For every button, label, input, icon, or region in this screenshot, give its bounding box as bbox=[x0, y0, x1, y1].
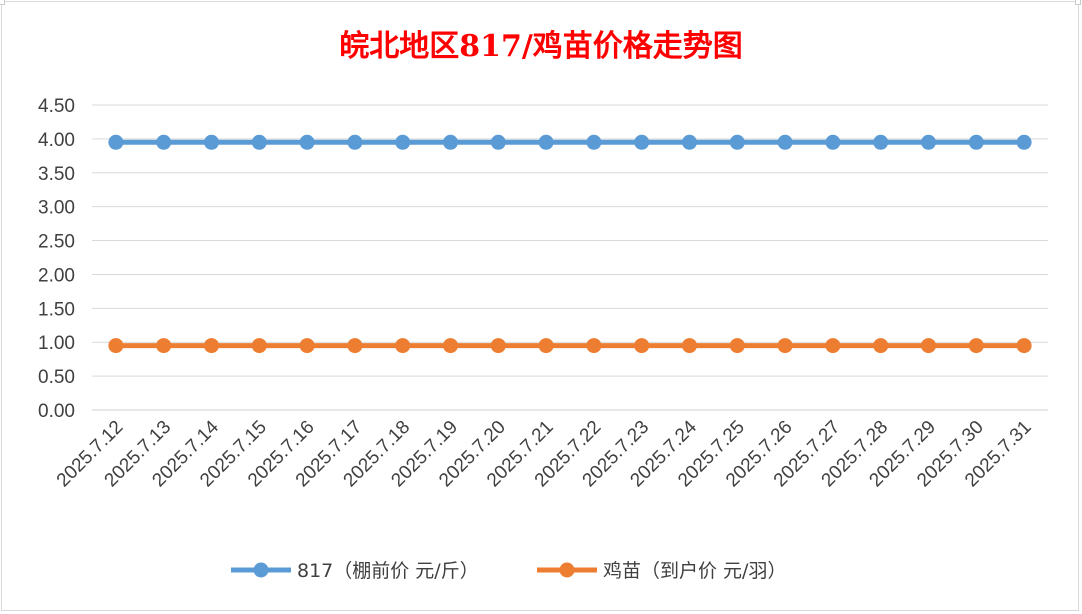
data-point bbox=[921, 134, 936, 150]
data-point bbox=[873, 338, 889, 354]
y-tick-label: 2.00 bbox=[38, 265, 75, 286]
data-point bbox=[443, 338, 458, 354]
data-point bbox=[299, 338, 315, 354]
data-point bbox=[968, 338, 984, 354]
data-point bbox=[395, 338, 411, 354]
series-2 bbox=[108, 338, 1032, 354]
y-tick-label: 2.50 bbox=[38, 232, 75, 253]
data-point bbox=[729, 134, 745, 150]
data-point bbox=[682, 338, 697, 354]
data-point bbox=[395, 134, 411, 150]
data-point bbox=[968, 134, 984, 150]
y-tick-label: 0.50 bbox=[38, 367, 75, 388]
legend-label: 鸡苗（到户价 元/羽） bbox=[603, 560, 786, 582]
data-point bbox=[729, 338, 745, 354]
data-point bbox=[156, 134, 172, 150]
data-point bbox=[490, 338, 506, 354]
data-point bbox=[873, 134, 889, 150]
data-point bbox=[777, 134, 793, 150]
data-point bbox=[825, 338, 841, 354]
data-point bbox=[108, 134, 124, 150]
data-point bbox=[156, 338, 172, 354]
data-point bbox=[634, 338, 650, 354]
data-point bbox=[538, 134, 554, 150]
data-point bbox=[108, 338, 124, 354]
data-point bbox=[1016, 134, 1032, 150]
legend-swatch-marker bbox=[253, 562, 269, 578]
data-point bbox=[204, 338, 219, 354]
legend-item-2: 鸡苗（到户价 元/羽） bbox=[537, 560, 786, 582]
x-axis-ticks: 2025.7.122025.7.132025.7.142025.7.152025… bbox=[53, 416, 1036, 491]
series-layer bbox=[108, 134, 1032, 354]
legend: 817（棚前价 元/斤） 鸡苗（到户价 元/羽） bbox=[231, 560, 786, 582]
data-point bbox=[825, 134, 841, 150]
data-point bbox=[586, 134, 602, 150]
resize-handle-top-right[interactable] bbox=[1075, 0, 1081, 5]
data-point bbox=[586, 338, 602, 354]
data-point bbox=[777, 338, 793, 354]
y-tick-label: 1.50 bbox=[38, 299, 75, 320]
data-point bbox=[538, 338, 554, 354]
y-tick-label: 4.00 bbox=[38, 130, 75, 151]
y-tick-label: 0.00 bbox=[38, 401, 75, 422]
y-axis-ticks: 0.00 0.50 1.00 1.50 2.00 2.50 3.00 3.50 4.00 4.50 bbox=[38, 96, 75, 422]
data-point bbox=[251, 338, 267, 354]
data-point bbox=[1016, 338, 1032, 354]
data-point bbox=[251, 134, 267, 150]
gridlines bbox=[92, 104, 1048, 411]
data-point bbox=[682, 134, 697, 150]
legend-item-1: 817（棚前价 元/斤） bbox=[231, 560, 479, 582]
y-tick-label: 4.50 bbox=[38, 96, 75, 117]
data-point bbox=[299, 134, 315, 150]
y-tick-label: 3.00 bbox=[38, 198, 75, 219]
data-point bbox=[204, 134, 219, 150]
legend-label: 817（棚前价 元/斤） bbox=[297, 560, 479, 582]
data-point bbox=[443, 134, 458, 150]
legend-swatch-marker bbox=[559, 562, 575, 578]
data-point bbox=[347, 338, 363, 354]
chart-title: 皖北地区817/鸡苗价格走势图 bbox=[339, 29, 743, 64]
y-tick-label: 3.50 bbox=[38, 164, 75, 185]
data-point bbox=[347, 134, 363, 150]
data-point bbox=[921, 338, 936, 354]
series-1 bbox=[108, 134, 1032, 150]
data-point bbox=[634, 134, 650, 150]
y-tick-label: 1.00 bbox=[38, 333, 75, 354]
data-point bbox=[490, 134, 506, 150]
resize-handle-top-left[interactable] bbox=[0, 0, 5, 5]
